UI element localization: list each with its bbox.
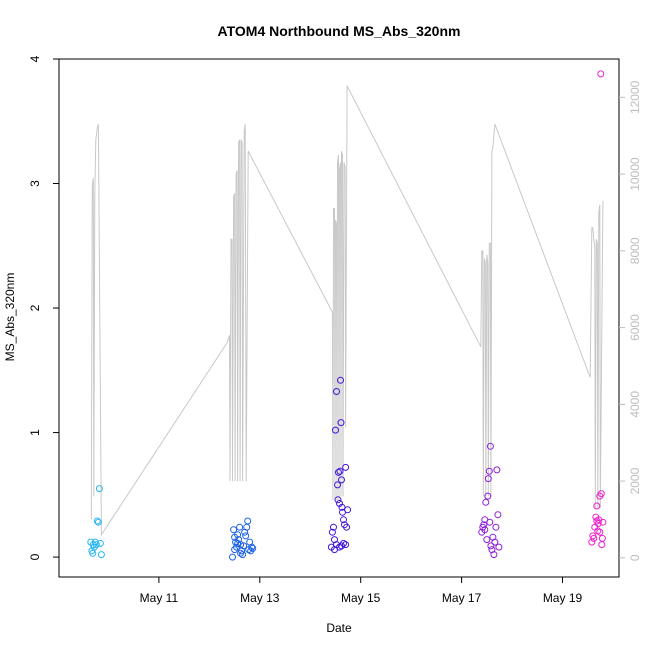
y2-tick-label: 2000 — [628, 467, 642, 494]
data-point — [92, 541, 100, 549]
data-point — [97, 551, 105, 559]
data-point — [330, 523, 337, 531]
x-tick-label: May 13 — [240, 591, 280, 605]
data-point — [236, 523, 244, 531]
data-point — [484, 475, 492, 483]
data-point — [593, 517, 601, 525]
data-point — [336, 467, 344, 475]
data-point — [334, 496, 342, 504]
data-point — [480, 521, 488, 529]
y2-tick-label: 6000 — [628, 314, 642, 341]
data-point — [337, 376, 344, 384]
data-point — [344, 506, 352, 514]
data-point — [244, 517, 252, 525]
data-point — [334, 481, 341, 489]
data-point — [229, 553, 236, 561]
data-point — [338, 476, 345, 484]
data-point — [333, 388, 340, 395]
data-point — [342, 541, 350, 549]
series-points-group — [87, 70, 607, 561]
chart-title: ATOM4 Northbound MS_Abs_320nm — [218, 23, 461, 39]
data-point — [340, 516, 347, 524]
data-point — [239, 551, 247, 559]
data-point — [495, 543, 503, 551]
x-tick-label: May 15 — [341, 591, 381, 605]
x-tick-label: May 19 — [543, 591, 583, 605]
y2-tick-label: 0 — [628, 554, 642, 561]
data-point — [597, 70, 605, 78]
data-point — [597, 490, 605, 498]
y2-tick-label: 8000 — [628, 237, 642, 264]
data-point — [483, 536, 491, 544]
data-point — [491, 538, 499, 546]
data-point — [484, 492, 492, 500]
data-point — [596, 528, 604, 536]
data-point — [493, 466, 501, 474]
data-point — [481, 526, 489, 534]
data-point — [328, 528, 336, 536]
y2-tick-label: 10000 — [628, 157, 642, 191]
y-tick-label: 4 — [28, 55, 42, 62]
x-tick-label: May 17 — [442, 591, 482, 605]
data-point — [492, 523, 500, 531]
data-point — [598, 534, 606, 542]
data-point — [243, 523, 251, 531]
data-point — [490, 551, 498, 559]
data-point — [487, 542, 495, 550]
data-point — [331, 536, 338, 544]
data-point — [343, 523, 351, 531]
y-axis-left: 0 1 2 3 4 — [28, 55, 59, 560]
data-point — [485, 467, 493, 475]
x-tick-label: May 11 — [140, 591, 179, 605]
data-point — [231, 546, 239, 554]
y2-tick-label: 12000 — [628, 80, 642, 114]
series-line — [90, 85, 604, 537]
data-point — [230, 526, 238, 534]
data-point — [248, 543, 256, 551]
plot-frame — [58, 58, 620, 578]
data-point — [332, 426, 339, 434]
y-tick-label: 3 — [28, 180, 42, 187]
x-axis: May 11 May 13 May 15 May 17 May 19 — [140, 577, 583, 605]
data-point — [486, 442, 494, 450]
data-point — [494, 511, 502, 519]
y-tick-label: 1 — [28, 429, 42, 436]
data-point — [242, 532, 250, 540]
data-point — [593, 502, 601, 510]
data-point — [237, 549, 245, 557]
data-point — [342, 463, 350, 471]
y2-tick-label: 4000 — [628, 391, 642, 418]
y-axis-label: MS_Abs_320nm — [3, 273, 17, 362]
data-point — [481, 516, 489, 524]
data-point — [95, 485, 103, 493]
x-axis-label: Date — [326, 621, 352, 635]
y-tick-label: 2 — [28, 304, 42, 311]
data-point — [590, 534, 598, 542]
series-line-group — [90, 85, 604, 537]
data-point — [249, 544, 257, 552]
data-point — [240, 542, 248, 550]
data-point — [94, 518, 102, 526]
data-point — [338, 503, 346, 511]
data-point — [93, 517, 101, 525]
data-point — [96, 539, 104, 547]
data-point — [594, 527, 602, 535]
data-point — [234, 531, 242, 539]
data-point — [337, 419, 345, 427]
y-axis-right: 0 2000 4000 6000 8000 10000 12000 — [619, 80, 642, 561]
y-tick-label: 0 — [28, 553, 42, 560]
data-point — [234, 539, 242, 547]
data-point — [598, 541, 606, 549]
data-point — [89, 549, 97, 557]
data-point — [482, 498, 490, 506]
data-point — [335, 468, 342, 476]
